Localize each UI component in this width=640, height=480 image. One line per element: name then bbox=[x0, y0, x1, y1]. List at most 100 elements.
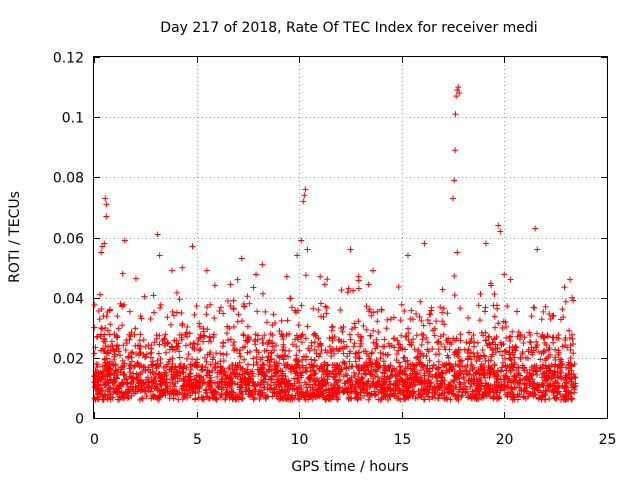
data-point bbox=[358, 335, 365, 342]
data-point bbox=[357, 389, 364, 396]
data-point bbox=[203, 358, 210, 365]
data-point bbox=[554, 389, 561, 396]
data-point bbox=[476, 381, 483, 388]
y-tick-label: 0.08 bbox=[53, 171, 84, 187]
data-point bbox=[241, 370, 248, 377]
data-point bbox=[420, 331, 427, 338]
data-point bbox=[511, 373, 518, 380]
data-point bbox=[286, 347, 293, 354]
data-point bbox=[434, 383, 441, 390]
data-point bbox=[307, 394, 314, 401]
data-point bbox=[315, 385, 322, 392]
data-point bbox=[127, 362, 134, 369]
data-point bbox=[127, 349, 134, 356]
data-point bbox=[552, 395, 559, 402]
data-point bbox=[549, 387, 556, 394]
data-point bbox=[287, 295, 294, 302]
data-point bbox=[236, 350, 243, 357]
data-point bbox=[431, 332, 438, 339]
data-point bbox=[468, 395, 475, 402]
peak-point bbox=[238, 255, 245, 262]
peak-point bbox=[103, 213, 110, 220]
peak-point bbox=[179, 264, 186, 271]
data-point bbox=[566, 362, 573, 369]
data-point bbox=[547, 351, 554, 358]
data-point bbox=[344, 378, 351, 385]
data-point bbox=[346, 350, 353, 357]
data-point bbox=[274, 352, 281, 359]
data-point bbox=[454, 375, 461, 382]
data-point bbox=[150, 309, 157, 316]
data-point bbox=[565, 387, 572, 394]
data-point bbox=[477, 365, 484, 372]
data-point bbox=[333, 370, 340, 377]
data-point bbox=[145, 383, 152, 390]
data-point bbox=[566, 327, 573, 334]
data-point bbox=[287, 365, 294, 372]
data-point bbox=[98, 347, 105, 354]
data-point bbox=[352, 354, 359, 361]
data-point bbox=[399, 387, 406, 394]
data-point bbox=[478, 361, 485, 368]
data-point bbox=[457, 337, 464, 344]
data-point bbox=[334, 396, 341, 403]
peak-point bbox=[450, 195, 457, 202]
data-point bbox=[315, 379, 322, 386]
data-point bbox=[526, 329, 533, 336]
data-point bbox=[337, 307, 344, 314]
data-point bbox=[511, 354, 518, 361]
data-point bbox=[507, 369, 514, 376]
data-point bbox=[544, 375, 551, 382]
data-point bbox=[250, 373, 257, 380]
data-point bbox=[412, 395, 419, 402]
data-point bbox=[278, 317, 285, 324]
data-point bbox=[495, 394, 502, 401]
data-point bbox=[310, 305, 317, 312]
data-point bbox=[482, 329, 489, 336]
data-point bbox=[183, 342, 190, 349]
data-point bbox=[153, 332, 160, 339]
data-point bbox=[289, 392, 296, 399]
data-point bbox=[137, 313, 144, 320]
data-point bbox=[321, 281, 328, 288]
data-point bbox=[311, 346, 318, 353]
peak-point bbox=[482, 240, 489, 247]
data-point bbox=[205, 383, 212, 390]
data-point bbox=[455, 372, 462, 379]
data-point bbox=[467, 384, 474, 391]
data-point bbox=[233, 396, 240, 403]
data-point bbox=[132, 325, 139, 332]
data-point bbox=[225, 381, 232, 388]
data-point bbox=[441, 395, 448, 402]
data-point bbox=[398, 332, 405, 339]
data-point bbox=[523, 384, 530, 391]
data-point bbox=[238, 317, 245, 324]
data-point bbox=[568, 395, 575, 402]
peak-point bbox=[298, 237, 305, 244]
data-point bbox=[426, 311, 433, 318]
data-point bbox=[264, 381, 271, 388]
data-point bbox=[399, 381, 406, 388]
data-point bbox=[210, 354, 217, 361]
data-point bbox=[526, 373, 533, 380]
data-point bbox=[490, 395, 497, 402]
data-point bbox=[480, 390, 487, 397]
data-point bbox=[167, 379, 174, 386]
data-point bbox=[117, 352, 124, 359]
data-point bbox=[364, 389, 371, 396]
data-point bbox=[447, 339, 454, 346]
data-point bbox=[500, 318, 507, 325]
data-point bbox=[168, 391, 175, 398]
data-point bbox=[94, 361, 101, 368]
data-point bbox=[520, 394, 527, 401]
data-point bbox=[315, 343, 322, 350]
data-point bbox=[492, 324, 499, 331]
data-point bbox=[395, 347, 402, 354]
data-point bbox=[485, 340, 492, 347]
data-point bbox=[391, 335, 398, 342]
peak-point bbox=[497, 228, 504, 235]
data-point bbox=[201, 333, 208, 340]
data-point bbox=[203, 311, 210, 318]
data-point bbox=[267, 356, 274, 363]
data-point bbox=[137, 350, 144, 357]
